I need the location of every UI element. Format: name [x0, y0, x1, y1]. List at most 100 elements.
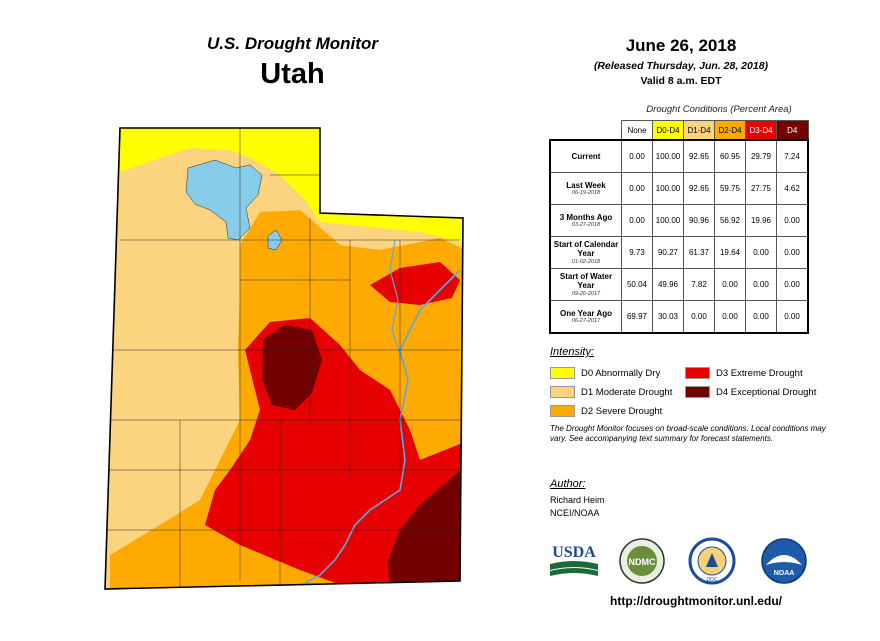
doc-logo-text: DOC — [706, 577, 718, 583]
row-label: Start of Calendar Year 01-02-2018 — [549, 236, 622, 269]
table-cell: 19.64 — [714, 236, 746, 269]
table-cell: 92.65 — [683, 172, 715, 205]
table-cell: 0.00 — [714, 300, 746, 334]
table-cell: 0.00 — [683, 300, 715, 334]
table-cell: 0.00 — [745, 300, 777, 334]
table-cell: 19.96 — [745, 204, 777, 237]
green-river — [389, 239, 403, 361]
row-label-text: Start of Calendar Year — [553, 240, 619, 259]
map-date: June 26, 2018 — [625, 36, 737, 55]
row-label: One Year Ago 06-27-2017 — [549, 300, 622, 334]
legend-swatch-d3 — [685, 367, 710, 379]
drought-monitor-note: The Drought Monitor focuses on broad-sca… — [550, 424, 826, 444]
table-cell: 100.00 — [652, 139, 684, 173]
table-cell: 0.00 — [745, 268, 777, 301]
drought-monitor-url[interactable]: http://droughtmonitor.unl.edu/ — [610, 594, 782, 608]
table-cell: 0.00 — [714, 268, 746, 301]
col-header-d1-d4: D1-D4 — [683, 120, 715, 141]
legend-label-d1: D1 Moderate Drought — [581, 386, 673, 398]
row-label-date: 06-27-2017 — [571, 317, 601, 324]
table-cell: 59.75 — [714, 172, 746, 205]
table-corner — [550, 121, 622, 141]
valid-time: Valid 8 a.m. EDT — [640, 75, 722, 87]
ndmc-logo-icon: NDMC — [619, 538, 665, 584]
row-label: Start of Water Year 09-26-2017 — [549, 268, 622, 301]
state-boundary — [104, 127, 464, 590]
row-label-text: Current — [571, 151, 601, 161]
release-date: (Released Thursday, Jun. 28, 2018) — [593, 60, 769, 72]
table-header-row: None D0-D4 D1-D4 D2-D4 D3-D4 D4 — [550, 120, 809, 141]
row-label-date: 01-02-2018 — [571, 258, 601, 265]
row-label: Current — [549, 139, 622, 173]
row-label: Last Week 06-19-2018 — [549, 172, 622, 205]
col-header-d4: D4 — [776, 120, 809, 141]
table-cell: 0.00 — [621, 204, 653, 237]
table-cell: 0.00 — [776, 268, 809, 301]
legend-item-d0: D0 Abnormally Dry — [550, 367, 660, 379]
col-header-d3-d4: D3-D4 — [745, 120, 777, 141]
usda-logo-icon: USDA — [550, 544, 598, 576]
table-cell: 56.92 — [714, 204, 746, 237]
state-name: Utah — [260, 58, 325, 90]
table-row: Current 0.00 100.00 92.65 60.95 29.79 7.24 — [549, 139, 809, 173]
table-cell: 0.00 — [745, 236, 777, 269]
table-cell: 0.00 — [621, 139, 653, 173]
department-of-commerce-logo-icon: DOC — [688, 537, 736, 585]
author-org: NCEI/NOAA — [550, 507, 600, 518]
author-name: Richard Heim — [550, 495, 605, 505]
legend-swatch-d2 — [550, 405, 575, 417]
table-cell: 0.00 — [776, 236, 809, 269]
d4-region-southeast — [388, 462, 463, 589]
legend-swatch-d0 — [550, 367, 575, 379]
col-header-d2-d4: D2-D4 — [714, 120, 746, 141]
table-cell: 0.00 — [776, 204, 809, 237]
row-label-text: Start of Water Year — [559, 272, 613, 291]
legend-swatch-d1 — [550, 386, 575, 398]
table-cell: 49.96 — [652, 268, 684, 301]
table-cell: 4.62 — [776, 172, 809, 205]
table-cell: 9.73 — [621, 236, 653, 269]
county-lines — [105, 128, 460, 589]
table-cell: 100.00 — [652, 172, 684, 205]
row-label-date: 03-27-2018 — [571, 221, 601, 228]
table-cell: 69.97 — [621, 300, 653, 334]
table-row: Last Week 06-19-2018 0.00 100.00 92.65 59.75 2… — [549, 172, 809, 205]
table-cell: 92.65 — [683, 139, 715, 173]
table-cell: 0.00 — [621, 172, 653, 205]
legend-label-d0: D0 Abnormally Dry — [581, 367, 661, 379]
table-row: Start of Calendar Year 01-02-2018 9.73 90.2… — [549, 236, 809, 269]
table-cell: 7.24 — [776, 139, 809, 173]
row-label-text: 3 Months Ago — [559, 212, 613, 222]
row-label: 3 Months Ago 03-27-2018 — [549, 204, 622, 237]
table-cell: 7.82 — [683, 268, 715, 301]
legend-item-d3: D3 Extreme Drought — [685, 367, 803, 379]
table-row: One Year Ago 06-27-2017 69.97 30.03 0.00 0.00… — [549, 300, 809, 334]
colorado-river — [304, 269, 461, 584]
drought-conditions-table: None D0-D4 D1-D4 D2-D4 D3-D4 D4 Current 0… — [549, 120, 809, 334]
table-row: 3 Months Ago 03-27-2018 0.00 100.00 90.96 56.… — [549, 204, 809, 237]
row-label-text: Last Week — [566, 180, 606, 190]
table-cell: 100.00 — [652, 204, 684, 237]
legend-label-d4: D4 Exceptional Drought — [716, 386, 817, 398]
table-cell: 90.27 — [652, 236, 684, 269]
row-label-date: 06-19-2018 — [571, 189, 601, 196]
table-cell: 29.79 — [745, 139, 777, 173]
legend-item-d1: D1 Moderate Drought — [550, 386, 672, 398]
table-cell: 30.03 — [652, 300, 684, 334]
legend-item-d2: D2 Severe Drought — [550, 405, 662, 417]
col-header-d0-d4: D0-D4 — [652, 120, 684, 141]
utah-drought-map — [104, 127, 464, 590]
d4-region — [262, 325, 322, 410]
row-label-date: 09-26-2017 — [571, 290, 601, 297]
table-caption: Drought Conditions (Percent Area) — [646, 104, 792, 115]
usda-logo-text: USDA — [552, 544, 596, 561]
legend-label-d2: D2 Severe Drought — [581, 405, 663, 417]
author-info: Richard Heim NCEI/NOAA — [550, 494, 605, 519]
intensity-legend-title: Intensity: — [550, 346, 595, 358]
table-row: Start of Water Year 09-26-2017 50.04 49.96 7… — [549, 268, 809, 301]
table-cell: 27.75 — [745, 172, 777, 205]
d3-region-north — [370, 262, 460, 305]
row-label-text: One Year Ago — [559, 308, 613, 318]
table-cell: 61.37 — [683, 236, 715, 269]
map-title: U.S. Drought Monitor — [207, 34, 378, 53]
